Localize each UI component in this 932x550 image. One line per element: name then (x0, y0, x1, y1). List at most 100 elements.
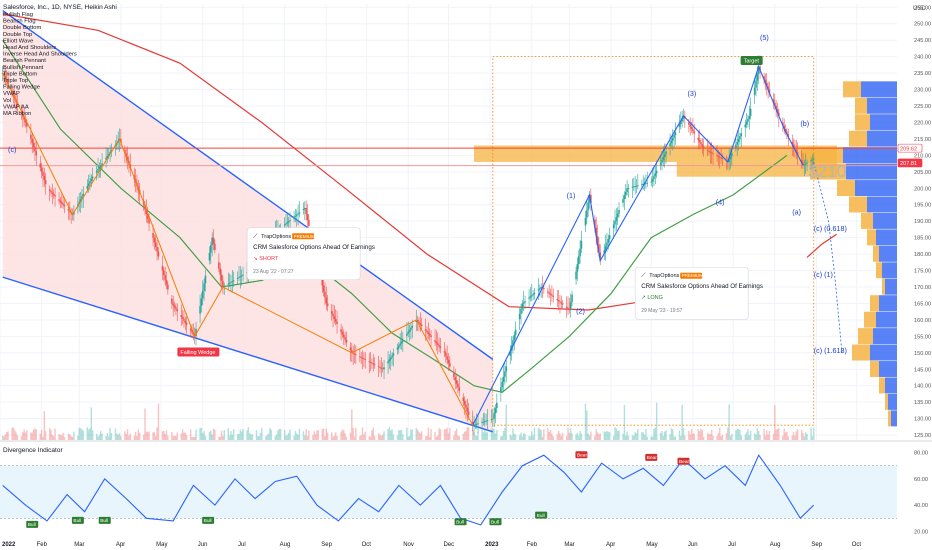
price-tick-label: 185.00 (914, 236, 931, 242)
volume-bar (494, 433, 497, 440)
volume-bar (321, 429, 323, 440)
candle-body (109, 152, 111, 154)
volume-bar (665, 430, 667, 440)
volume-bar (749, 430, 752, 440)
callout-date: 29 May '23 - 19:57 (641, 308, 682, 314)
time-axis[interactable]: 2022 Feb Mar Apr May Jun Jul Aug Sep Oct Nov Dec 202… (2, 542, 861, 548)
candle-body (736, 141, 739, 145)
volume-bar (627, 435, 630, 440)
price-tick-label: 220.00 (914, 120, 931, 126)
oscillator-axis[interactable]: 20.00 40.00 60.00 80.00 (914, 451, 928, 536)
volume-bar (247, 427, 250, 440)
candle-body (500, 387, 502, 393)
candle-body (304, 208, 306, 210)
volume-bar (136, 436, 138, 440)
wave-label: (4) (716, 198, 725, 207)
oscillator-tick-label: 40.00 (914, 503, 928, 509)
volume-bar (152, 432, 154, 440)
volume-bar (54, 428, 56, 440)
candle-body (756, 73, 759, 81)
volume-bar (238, 433, 240, 440)
candle-body (363, 358, 365, 360)
volume-bar (24, 432, 27, 440)
volume-bar (400, 429, 403, 440)
candle-body (748, 115, 751, 119)
legend-item: Double Top (3, 32, 32, 38)
candle-body (153, 237, 156, 243)
price-pane[interactable]: Falling Wedge $210 Target (c) (1) (2) (3) (4)… (0, 0, 897, 440)
volume-bar (67, 433, 70, 440)
volume-bar (128, 435, 130, 440)
candle-body (595, 227, 598, 236)
idea-callout[interactable]: ⟋ TrapOptions PREMIUM CRM Salesforce Option… (246, 227, 375, 281)
bear-signal-label: Bear (577, 453, 588, 459)
wave-label: (b) (800, 119, 809, 128)
candle-body (39, 163, 42, 168)
candle-body (154, 242, 157, 248)
bear-signal-badge (677, 457, 690, 465)
volume-bar (755, 434, 757, 440)
volume-bar (481, 429, 483, 440)
candle-body (763, 76, 765, 80)
bull-signal-badge (535, 511, 548, 519)
candle-body (775, 106, 777, 110)
divergence-indicator-pane[interactable]: Bull Bull Bull Bull Bull Bull Bull Bear Bear Bear (0, 446, 897, 538)
volume-bar (655, 402, 658, 440)
candle-body (145, 209, 148, 215)
profile-bar-buy (882, 262, 897, 279)
wave-label: (c) (1) (814, 270, 833, 279)
candle-body (655, 170, 658, 174)
volume-bar (368, 436, 370, 440)
candle-body (549, 293, 552, 295)
candle-body (663, 154, 666, 158)
volume-bar (449, 428, 451, 440)
volume-bar (623, 404, 626, 440)
volume-bar (322, 428, 325, 440)
candle-body (48, 189, 51, 192)
candle-body (513, 334, 516, 341)
candle-body (509, 350, 512, 356)
time-tick-label: Jul (728, 542, 736, 548)
candle-body (529, 296, 532, 298)
candle-body (633, 186, 635, 188)
volume-bar (70, 436, 72, 440)
volume-bar (728, 404, 730, 440)
volume-bar (371, 430, 373, 440)
candle-body (646, 182, 649, 184)
candle-body (637, 185, 639, 187)
volume-bar (505, 404, 507, 440)
volume-bar (14, 430, 16, 440)
volume-bar (212, 428, 215, 440)
volume-bar (416, 429, 419, 440)
idea-callout[interactable]: ⟋ TrapOptions PREMIUM CRM Salesforce Option… (634, 266, 763, 320)
candle-body (586, 210, 588, 218)
candle-body (91, 176, 94, 179)
candle-body (306, 213, 309, 220)
candle-body (396, 347, 399, 350)
indicator-legend[interactable]: Salesforce, Inc., 1D, NYSE, Heikin Ashi … (3, 4, 117, 117)
candle-body (749, 108, 752, 116)
volume-bar (203, 431, 205, 440)
price-tick-label: 215.00 (914, 137, 931, 143)
volume-bar (643, 434, 646, 440)
volume-bar (709, 433, 712, 440)
price-axis[interactable]: USD 125.00 130.00 135.00 140.00 145.00 150.00… (897, 5, 931, 439)
bull-signal-label: Bull (537, 513, 545, 519)
volume-bar (716, 435, 718, 440)
volume-bar (712, 435, 714, 440)
candle-body (774, 102, 776, 107)
volume-bar (116, 433, 118, 440)
candle-body (661, 159, 663, 163)
candle-body (467, 411, 470, 415)
price-tick-label: 250.00 (914, 22, 931, 28)
profile-bar-buy (888, 393, 897, 410)
volume-bar (782, 435, 784, 440)
candle-body (189, 328, 192, 331)
volume-bar (390, 430, 392, 440)
candle-body (670, 140, 673, 144)
volume-bar (173, 435, 176, 440)
candle-body (34, 147, 36, 152)
volume-bar (406, 427, 408, 440)
